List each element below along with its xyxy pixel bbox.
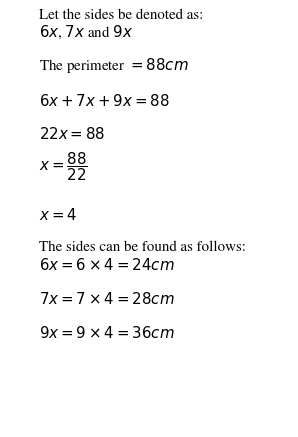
Text: The sides can be found as follows:: The sides can be found as follows: [39, 241, 246, 254]
Text: The perimeter $= 88cm$: The perimeter $= 88cm$ [39, 56, 188, 75]
Text: Let the sides be denoted as:: Let the sides be denoted as: [39, 9, 203, 22]
Text: $6x$, $7x$ and $9x$: $6x$, $7x$ and $9x$ [39, 24, 133, 41]
Text: $x = 4$: $x = 4$ [39, 207, 77, 223]
Text: $7x = 7 \times 4 = 28cm$: $7x = 7 \times 4 = 28cm$ [39, 291, 174, 307]
Text: $6x = 6 \times 4 = 24cm$: $6x = 6 \times 4 = 24cm$ [39, 257, 174, 273]
Text: $9x = 9 \times 4 = 36cm$: $9x = 9 \times 4 = 36cm$ [39, 325, 174, 341]
Text: $x = \dfrac{88}{22}$: $x = \dfrac{88}{22}$ [39, 150, 88, 183]
Text: $6x + 7x + 9x = 88$: $6x + 7x + 9x = 88$ [39, 93, 169, 109]
Text: $22x = 88$: $22x = 88$ [39, 126, 105, 142]
